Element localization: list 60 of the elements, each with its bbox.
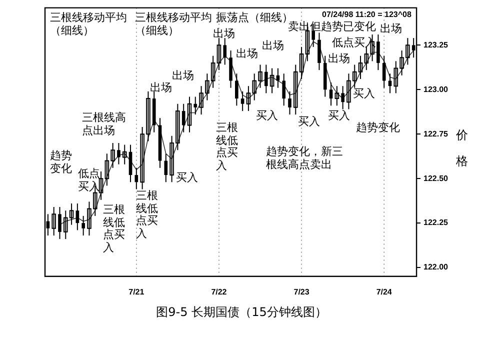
x-tick-label: 7/23: [294, 287, 310, 296]
candlestick: [376, 34, 380, 71]
candlestick: [270, 68, 274, 94]
candlestick: [318, 32, 321, 71]
candlestick: [282, 73, 286, 106]
candlestick: [128, 144, 132, 183]
candlestick: [82, 215, 85, 236]
annotation: 三根线移动平均（细线）: [135, 11, 212, 37]
candlestick: [388, 73, 392, 94]
candlestick: [264, 64, 268, 94]
annotation: 三根线高点出场: [82, 111, 127, 138]
annotation: 三根线移动平均（细线）: [50, 11, 128, 38]
candlestick: [187, 96, 192, 133]
candlestick: [58, 206, 62, 240]
candlestick: [117, 142, 120, 165]
annotation: 出场: [380, 22, 403, 36]
candlestick: [194, 96, 198, 116]
candlestick: [229, 50, 232, 88]
candlestick: [288, 90, 292, 116]
annotation: 三根线低点买入: [216, 121, 239, 173]
annotation: 趋势变化，新三根线高点卖出: [266, 145, 344, 172]
annotation: 三根线低点买入: [103, 203, 126, 255]
annotation: 出场: [150, 81, 173, 95]
annotation: 低点买入: [78, 167, 101, 194]
annotation: 出场: [236, 47, 258, 60]
y-tick-label: 122.25: [424, 218, 449, 228]
annotation: 三根线低点买入: [136, 189, 159, 241]
annotation: 趋势变化: [50, 149, 73, 176]
candlestick: [122, 144, 127, 165]
annotation: 出场: [172, 69, 195, 83]
candlestick: [235, 73, 238, 106]
candlestick: [240, 90, 244, 112]
candlestick: [52, 206, 56, 236]
annotation: 出场: [213, 27, 236, 41]
annotation: 买入: [353, 87, 376, 101]
x-tick-label: 7/22: [211, 287, 228, 296]
annotation: 买入: [176, 171, 199, 185]
x-tick-label: 7/21: [128, 287, 145, 296]
annotation: 买入: [328, 109, 351, 123]
annotation: 07/24/98 11:20 = 123^08: [322, 10, 412, 20]
candlestick: [223, 38, 227, 66]
annotation: 买入: [256, 109, 279, 123]
y-tick-label: 122.00: [424, 262, 449, 272]
annotation: 趋势变化: [356, 121, 401, 135]
candlestick: [164, 153, 168, 183]
candlestick: [216, 38, 222, 71]
candlestick: [334, 86, 340, 106]
y-tick-label: 123.25: [424, 40, 449, 50]
y-tick-label: 123.00: [424, 84, 449, 94]
text: 图9-5 长期国债（15分钟线图）: [155, 304, 328, 321]
annotation: 买入: [298, 115, 321, 129]
candlestick: [341, 86, 344, 110]
annotation: 出场: [262, 39, 285, 53]
y-tick-label: 122.50: [424, 174, 449, 183]
y-axis-title: 价格: [456, 127, 469, 170]
candlestick: [329, 82, 333, 106]
y-tick-label: 122.75: [424, 129, 449, 138]
annotation: 出场: [328, 52, 351, 66]
x-tick-label: 7/24: [376, 287, 392, 296]
candlestick: [76, 202, 80, 231]
